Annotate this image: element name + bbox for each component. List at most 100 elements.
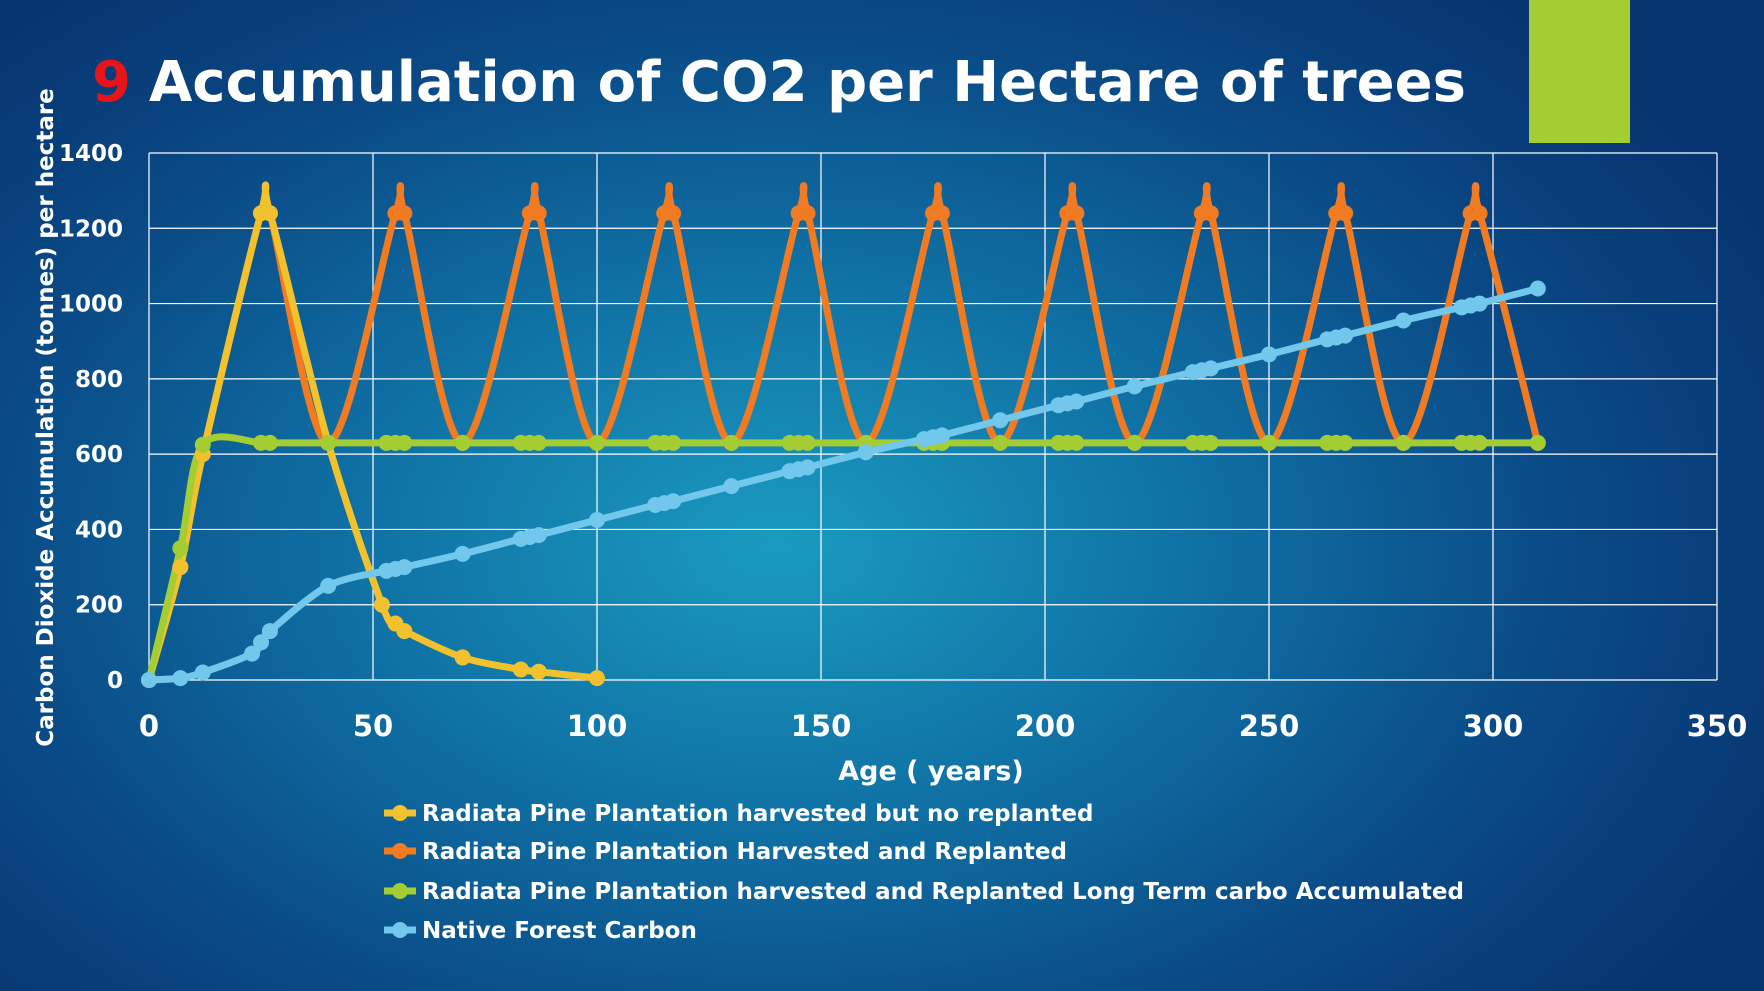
data-point [172,559,189,576]
data-point [396,623,413,640]
data-point [1529,434,1546,451]
data-point [261,205,278,222]
data-point [799,205,816,222]
title-text: Accumulation of CO2 per Hectare of trees [148,50,1466,115]
data-point [992,434,1009,451]
y-tick-label: 800 [75,367,123,393]
series-line [145,285,1542,684]
data-point [723,478,740,495]
data-point [1337,434,1354,451]
data-point [530,434,547,451]
chart-series-lines [145,181,1542,684]
x-axis-label: Age ( years) [838,756,1024,787]
x-tick-label: 300 [1463,709,1524,743]
data-point [396,434,413,451]
x-tick-label: 100 [567,709,628,743]
x-tick-label: 250 [1239,709,1300,743]
data-point [194,664,211,681]
series-line [145,181,1542,684]
data-point [172,670,189,687]
chart-data-points [141,205,1546,688]
data-point [512,661,529,678]
data-point [1202,205,1219,222]
data-point [665,205,682,222]
y-tick-label: 400 [75,517,123,543]
data-point [665,434,682,451]
chart-legend: Radiata Pine Plantation harvested but no… [384,801,1464,944]
data-point [530,527,547,544]
data-point [320,577,337,594]
data-point [933,427,950,444]
data-point [1202,434,1219,451]
page-title: 9 Accumulation of CO2 per Hectare of tree… [92,50,1466,115]
y-tick-label: 200 [75,593,123,619]
y-tick-label: 600 [75,442,123,468]
data-point [1337,205,1354,222]
x-tick-label: 150 [791,709,852,743]
slide-number: 9 [92,50,131,115]
y-tick-label: 1400 [59,141,123,167]
data-point [261,434,278,451]
data-point [141,672,157,688]
data-point [1068,434,1085,451]
data-point [530,663,547,680]
data-point [172,540,189,557]
legend-label: Radiata Pine Plantation Harvested and Re… [422,839,1067,865]
accent-block [1529,0,1630,143]
legend-label: Radiata Pine Plantation harvested and Re… [422,879,1464,905]
data-point [1261,346,1277,363]
data-point [454,434,471,451]
data-point [396,559,413,576]
y-tick-label: 1200 [59,216,123,242]
legend-label: Native Forest Carbon [422,918,697,944]
x-tick-label: 200 [1015,709,1076,743]
data-point [1471,434,1488,451]
data-point [1471,295,1488,312]
x-tick-label: 50 [353,709,393,743]
data-point [530,205,547,222]
data-point [857,444,874,461]
data-point [992,412,1009,429]
data-point [799,434,816,451]
data-point [194,436,211,453]
data-point [320,434,337,451]
data-point [1529,280,1546,297]
data-point [1395,312,1412,329]
data-point [1202,360,1219,377]
legend-marker [392,922,408,938]
data-point [396,205,413,222]
legend-marker [392,883,408,899]
y-tick-label: 0 [107,668,123,694]
series-line [145,433,1542,684]
data-point [933,205,950,222]
data-point [723,434,740,451]
chart-gridlines [148,152,1718,681]
data-point [799,459,816,476]
data-point [665,493,682,510]
data-point [1126,434,1143,451]
data-point [589,670,605,687]
data-point [589,434,605,451]
data-point [1068,205,1085,222]
data-point [1261,434,1277,451]
data-point [1395,434,1412,451]
y-axis-label: Carbon Dioxide Accumulation (tonnes) per… [33,88,59,747]
axis-tick-labels: 0 200 400 600 800 1000 1200 1400 0 50 100 150 200 250… [59,141,1747,743]
legend-label: Radiata Pine Plantation harvested but no… [422,801,1093,827]
y-tick-label: 1000 [59,292,123,318]
data-point [1126,378,1143,395]
data-point [589,512,605,529]
x-tick-label: 350 [1687,709,1748,743]
data-point [454,649,471,666]
data-point [1471,205,1488,222]
data-point [261,623,278,640]
data-point [454,545,471,562]
x-tick-label: 0 [139,709,159,743]
data-point [244,645,261,662]
data-point [1337,327,1354,344]
data-point [373,596,390,613]
data-point [253,634,269,651]
legend-marker [392,843,408,859]
legend-marker [392,805,408,821]
data-point [1068,393,1085,410]
